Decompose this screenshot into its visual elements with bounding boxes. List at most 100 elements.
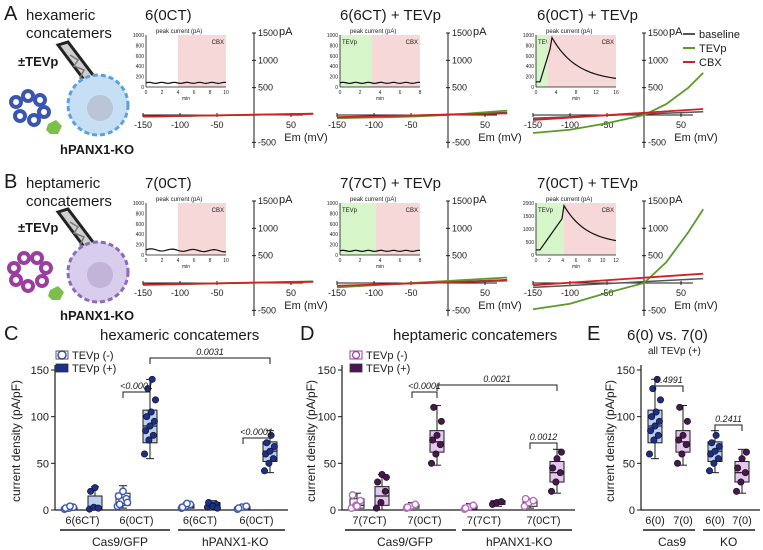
iv-x-label: Em (mV): [674, 300, 717, 312]
iv-x-label: Em (mV): [284, 300, 327, 312]
iv-x-tick-label: -150: [524, 288, 542, 298]
panel-c-chart: 150 100 50 0 6(6CT) 6(0CT) 6(6CT) 6(0CT) <0.0001…: [31, 347, 288, 527]
panel-e-category-label: 6(0): [645, 515, 665, 527]
panel-c-category-label: 6(0CT): [119, 515, 153, 527]
panel-d-point: [547, 487, 555, 495]
iv-x-tick-label: -150: [134, 120, 152, 130]
legend-tevp: TEVp: [699, 43, 727, 55]
iv-x-tick-label: -100: [365, 288, 383, 298]
panel-e-point: [678, 450, 686, 458]
panel-c-point: [146, 422, 154, 430]
iv-x-tick-label: 50: [676, 288, 686, 298]
panel-c-point: [142, 427, 150, 435]
panel-d-point: [356, 496, 365, 505]
iv-y-tick-label: -500: [452, 137, 470, 147]
inset-x-tick: 6: [193, 90, 196, 96]
inset-y-tick: 800: [330, 211, 339, 217]
row-a-label-1: hexameric: [26, 7, 96, 24]
inset-x-tick: 0: [145, 258, 148, 264]
inset-x-tick: 0: [339, 258, 342, 264]
panel-d-point: [377, 499, 385, 507]
panel-d-pval-2-line: [436, 384, 558, 391]
legend-baseline: baseline: [699, 29, 740, 41]
iv-y-tick-label: 1500: [258, 196, 278, 206]
panel-e-point: [742, 448, 750, 456]
inset-y-tick: 0: [531, 85, 534, 91]
iv-title-a2: 6(6CT) + TEVp: [340, 7, 441, 24]
panel-e-point: [712, 431, 720, 439]
panel-d-chart: 150 100 50 0 7(7CT) 7(0CT) 7(7CT) 7(0CT) <0.0001…: [318, 365, 575, 527]
row-b-label-1: heptameric: [26, 175, 101, 192]
panel-e-chart: 150 100 50 0 6(0) 7(0) 6(0) 7(0) 0.4991 0.2411: [617, 365, 760, 527]
panel-letter-a: A: [4, 3, 18, 25]
iv-x-tick-label: 50: [286, 288, 296, 298]
inset-y-tick: 200: [330, 75, 339, 81]
panel-d-point: [432, 450, 440, 458]
iv-x-tick-label: 50: [480, 288, 490, 298]
panel-c-group-1: Cas9/GFP: [92, 535, 148, 549]
panel-c-point: [66, 502, 74, 511]
inset-x-tick: 4: [561, 258, 564, 264]
inset-x-tick: 8: [419, 258, 422, 264]
iv-x-tick-label: 50: [286, 120, 296, 130]
panel-d-title: heptameric concatemers: [393, 327, 557, 344]
iv-x-label: Em (mV): [478, 132, 521, 144]
panel-d-point: [411, 500, 420, 509]
panel-c-point: [149, 431, 157, 439]
panel-letter-b: B: [4, 171, 17, 193]
iv-x-tick-label: -50: [404, 120, 417, 130]
iv-x-tick-label: -150: [134, 288, 152, 298]
panel-e-group-1: Cas9: [658, 535, 686, 549]
inset-y-tick: 600: [136, 222, 145, 228]
panel-d-point: [430, 403, 438, 411]
panel-d-point: [529, 496, 538, 505]
inset-tevp-region: [340, 35, 372, 87]
inset-x-tick: 6: [575, 258, 578, 264]
inset-y-tick: 800: [136, 43, 145, 49]
inset-cbx-label: CBX: [602, 208, 614, 214]
inset-x-label: min: [376, 264, 384, 270]
panel-e-point: [683, 417, 691, 425]
panel-c-point: [114, 492, 123, 500]
inset-x-tick: 6: [399, 258, 402, 264]
panel-d-point: [437, 417, 445, 425]
panel-d-y-tick-label: 50: [324, 458, 336, 470]
iv-plot-1: -150 -100 -50 50 Em (mV) 1500 1000 500 -500 pA TEV…: [327, 26, 522, 148]
panel-c-point: [87, 487, 95, 495]
panel-c-point: [267, 431, 275, 439]
panel-c-point: [143, 413, 151, 421]
iv-x-tick-label: -50: [210, 288, 223, 298]
iv-y-tick-label: 1000: [648, 223, 668, 233]
inset-y-tick: 200: [330, 243, 339, 249]
iv-y-tick-label: 1500: [648, 196, 668, 206]
panel-e-subtitle: all TEVp (+): [648, 346, 701, 357]
panel-e-point: [732, 487, 740, 495]
inset-cbx-region: [547, 35, 616, 87]
inset-trace: [536, 35, 617, 83]
iv-title-a1: 6(0CT): [145, 7, 192, 24]
inset-title: peak current (pA): [546, 29, 592, 35]
inset-x-tick: 2: [359, 258, 362, 264]
iv-x-tick-label: -100: [561, 288, 579, 298]
panel-e-point: [645, 450, 653, 458]
iv-cbx-curve: [336, 112, 508, 119]
inset-x-tick: 0: [535, 90, 538, 96]
iv-y-tick-label: 1000: [452, 55, 472, 65]
inset-x-tick: 8: [209, 258, 212, 264]
panel-c-pval-2-label: 0.0031: [196, 347, 224, 357]
panel-e-point: [654, 431, 662, 439]
inset-cbx-label: CBX: [602, 40, 614, 46]
panel-c-title: hexameric concatemers: [100, 327, 259, 344]
iv-baseline-curve: [532, 277, 704, 289]
inset-y-tick: 400: [330, 64, 339, 70]
inset-x-tick: 8: [419, 90, 422, 96]
iv-x-label: Em (mV): [674, 132, 717, 144]
iv-title-b2: 7(7CT) + TEVp: [340, 175, 441, 192]
iv-tevp-curve: [532, 72, 704, 134]
panel-d-point: [549, 464, 557, 472]
